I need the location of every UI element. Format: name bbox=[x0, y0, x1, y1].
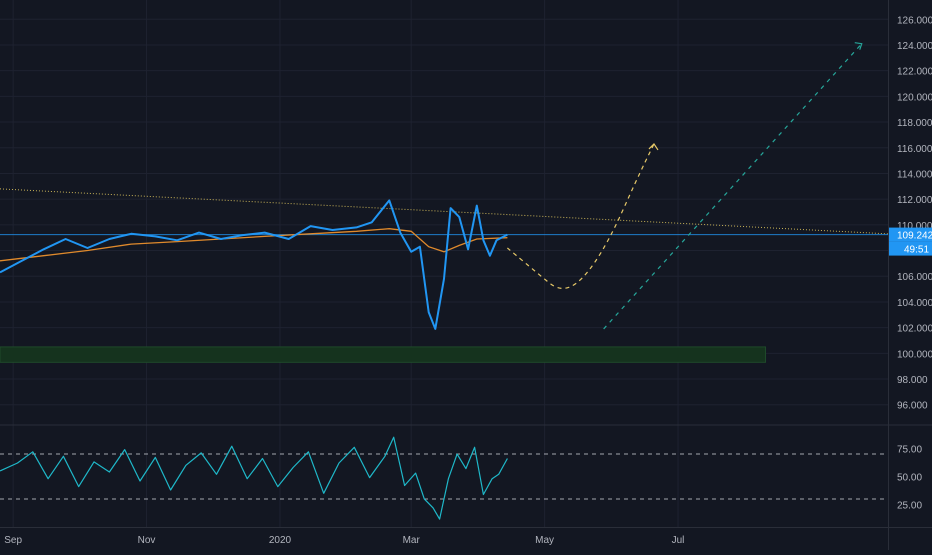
rsi-tick-label-1: 50.00 bbox=[897, 473, 922, 484]
price-tick-label-12: 120.000 bbox=[897, 92, 932, 103]
rsi-tick-label-0: 25.00 bbox=[897, 501, 922, 512]
projection-long-arrow bbox=[854, 42, 863, 50]
price-tick-label-5: 106.000 bbox=[897, 272, 932, 283]
price-tick-label-0: 96.000 bbox=[897, 401, 928, 412]
price-tick-label-2: 100.000 bbox=[897, 349, 932, 360]
price-tick-label-3: 102.000 bbox=[897, 324, 932, 335]
time-tick-label-0: Sep bbox=[4, 535, 22, 546]
last-price-label: 109.242 bbox=[897, 231, 932, 242]
price-tick-label-7: 110.000 bbox=[897, 221, 932, 232]
price-tick-label-9: 114.000 bbox=[897, 169, 932, 180]
time-tick-label-2: 2020 bbox=[269, 535, 292, 546]
rsi-tick-label-2: 75.00 bbox=[897, 444, 922, 455]
ma-series-line bbox=[0, 228, 508, 262]
projection-short-path bbox=[507, 143, 655, 290]
time-tick-label-3: Mar bbox=[403, 535, 421, 546]
time-tick-label-4: May bbox=[535, 535, 554, 546]
price-tick-label-15: 126.000 bbox=[897, 15, 932, 26]
price-tick-label-10: 116.000 bbox=[897, 144, 932, 155]
price-tick-label-11: 118.000 bbox=[897, 118, 932, 129]
trend-line bbox=[0, 188, 889, 235]
time-tick-label-5: Jul bbox=[672, 535, 685, 546]
projection-long-path bbox=[603, 43, 863, 330]
price-tick-label-13: 122.000 bbox=[897, 67, 932, 78]
countdown-tag bbox=[889, 241, 932, 256]
support-zone bbox=[0, 346, 767, 363]
rsi-series-line bbox=[0, 436, 508, 520]
time-tick-label-1: Nov bbox=[138, 535, 156, 546]
price-tick-label-8: 112.000 bbox=[897, 195, 932, 206]
price-series-line bbox=[0, 199, 508, 330]
last-price-tag bbox=[889, 227, 932, 242]
price-tick-label-1: 98.000 bbox=[897, 375, 928, 386]
price-tick-label-4: 104.000 bbox=[897, 298, 932, 309]
countdown-label: 49:51 bbox=[904, 245, 929, 256]
price-tick-label-14: 124.000 bbox=[897, 41, 932, 52]
projection-short-arrow bbox=[648, 142, 659, 151]
